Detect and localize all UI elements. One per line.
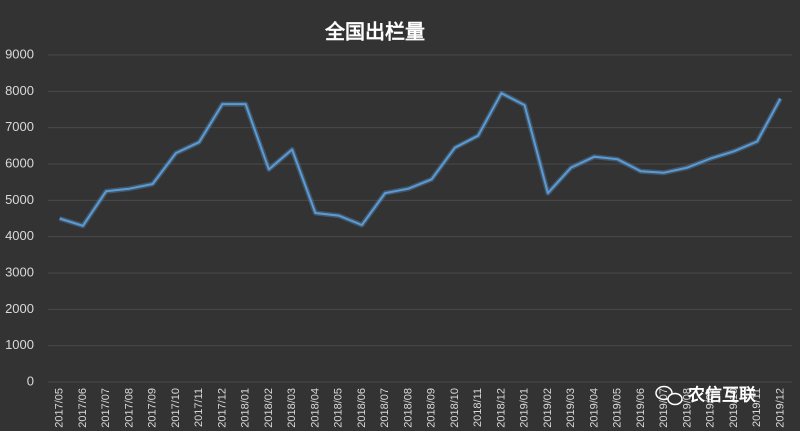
x-tick-label: 2018/11 (472, 388, 484, 427)
y-tick-label: 1000 (5, 337, 34, 352)
x-tick-label: 2019/04 (588, 388, 600, 428)
x-tick-label: 2018/06 (356, 388, 368, 428)
x-tick-label: 2019/12 (774, 388, 786, 428)
y-tick-label: 9000 (5, 46, 34, 61)
x-tick-label: 2017/06 (77, 388, 89, 428)
x-tick-label: 2019/03 (565, 388, 577, 428)
x-tick-label: 2017/05 (54, 388, 66, 428)
x-tick-label: 2017/07 (100, 388, 112, 428)
x-tick-label: 2018/10 (449, 388, 461, 428)
x-tick-label: 2019/05 (612, 388, 624, 428)
data-line (59, 92, 782, 227)
x-tick-label: 2019/02 (542, 388, 554, 428)
watermark-icon (667, 392, 683, 406)
y-tick-label: 7000 (5, 119, 34, 134)
y-tick-label: 3000 (5, 264, 34, 279)
x-tick-label: 2019/09 (705, 388, 717, 428)
y-tick-label: 8000 (5, 83, 34, 98)
x-tick-label: 2019/01 (519, 388, 531, 428)
x-tick-label: 2017/12 (216, 388, 228, 428)
x-tick-label: 2018/07 (379, 388, 391, 428)
x-tick-label: 2019/06 (635, 388, 647, 428)
watermark-icon (655, 385, 673, 401)
y-tick-label: 4000 (5, 228, 34, 243)
x-tick-label: 2019/11 (751, 388, 763, 427)
x-tick-label: 2018/05 (333, 388, 345, 428)
watermark-text: 农信互联 (687, 384, 756, 404)
chart-title: 全国出栏量 (324, 19, 425, 43)
x-tick-label: 2018/02 (263, 388, 275, 428)
x-tick-label: 2018/01 (240, 388, 252, 428)
x-tick-label: 2018/04 (309, 388, 321, 428)
x-tick-label: 2017/09 (147, 388, 159, 428)
x-tick-label: 2019/08 (681, 388, 693, 428)
x-tick-label: 2018/12 (495, 388, 507, 428)
y-tick-label: 5000 (5, 192, 34, 207)
y-tick-label: 0 (27, 373, 34, 388)
y-tick-label: 6000 (5, 155, 34, 170)
x-tick-label: 2018/09 (426, 388, 438, 428)
x-tick-label: 2017/11 (193, 388, 205, 427)
y-tick-label: 2000 (5, 301, 34, 316)
x-tick-label: 2017/10 (170, 388, 182, 428)
x-tick-label: 2018/08 (402, 388, 414, 428)
x-tick-label: 2018/03 (286, 388, 298, 428)
x-tick-label: 2019/10 (728, 388, 740, 428)
x-tick-label: 2019/07 (658, 388, 670, 428)
x-tick-label: 2017/08 (123, 388, 135, 428)
watermark: 农信互联 (655, 384, 756, 406)
